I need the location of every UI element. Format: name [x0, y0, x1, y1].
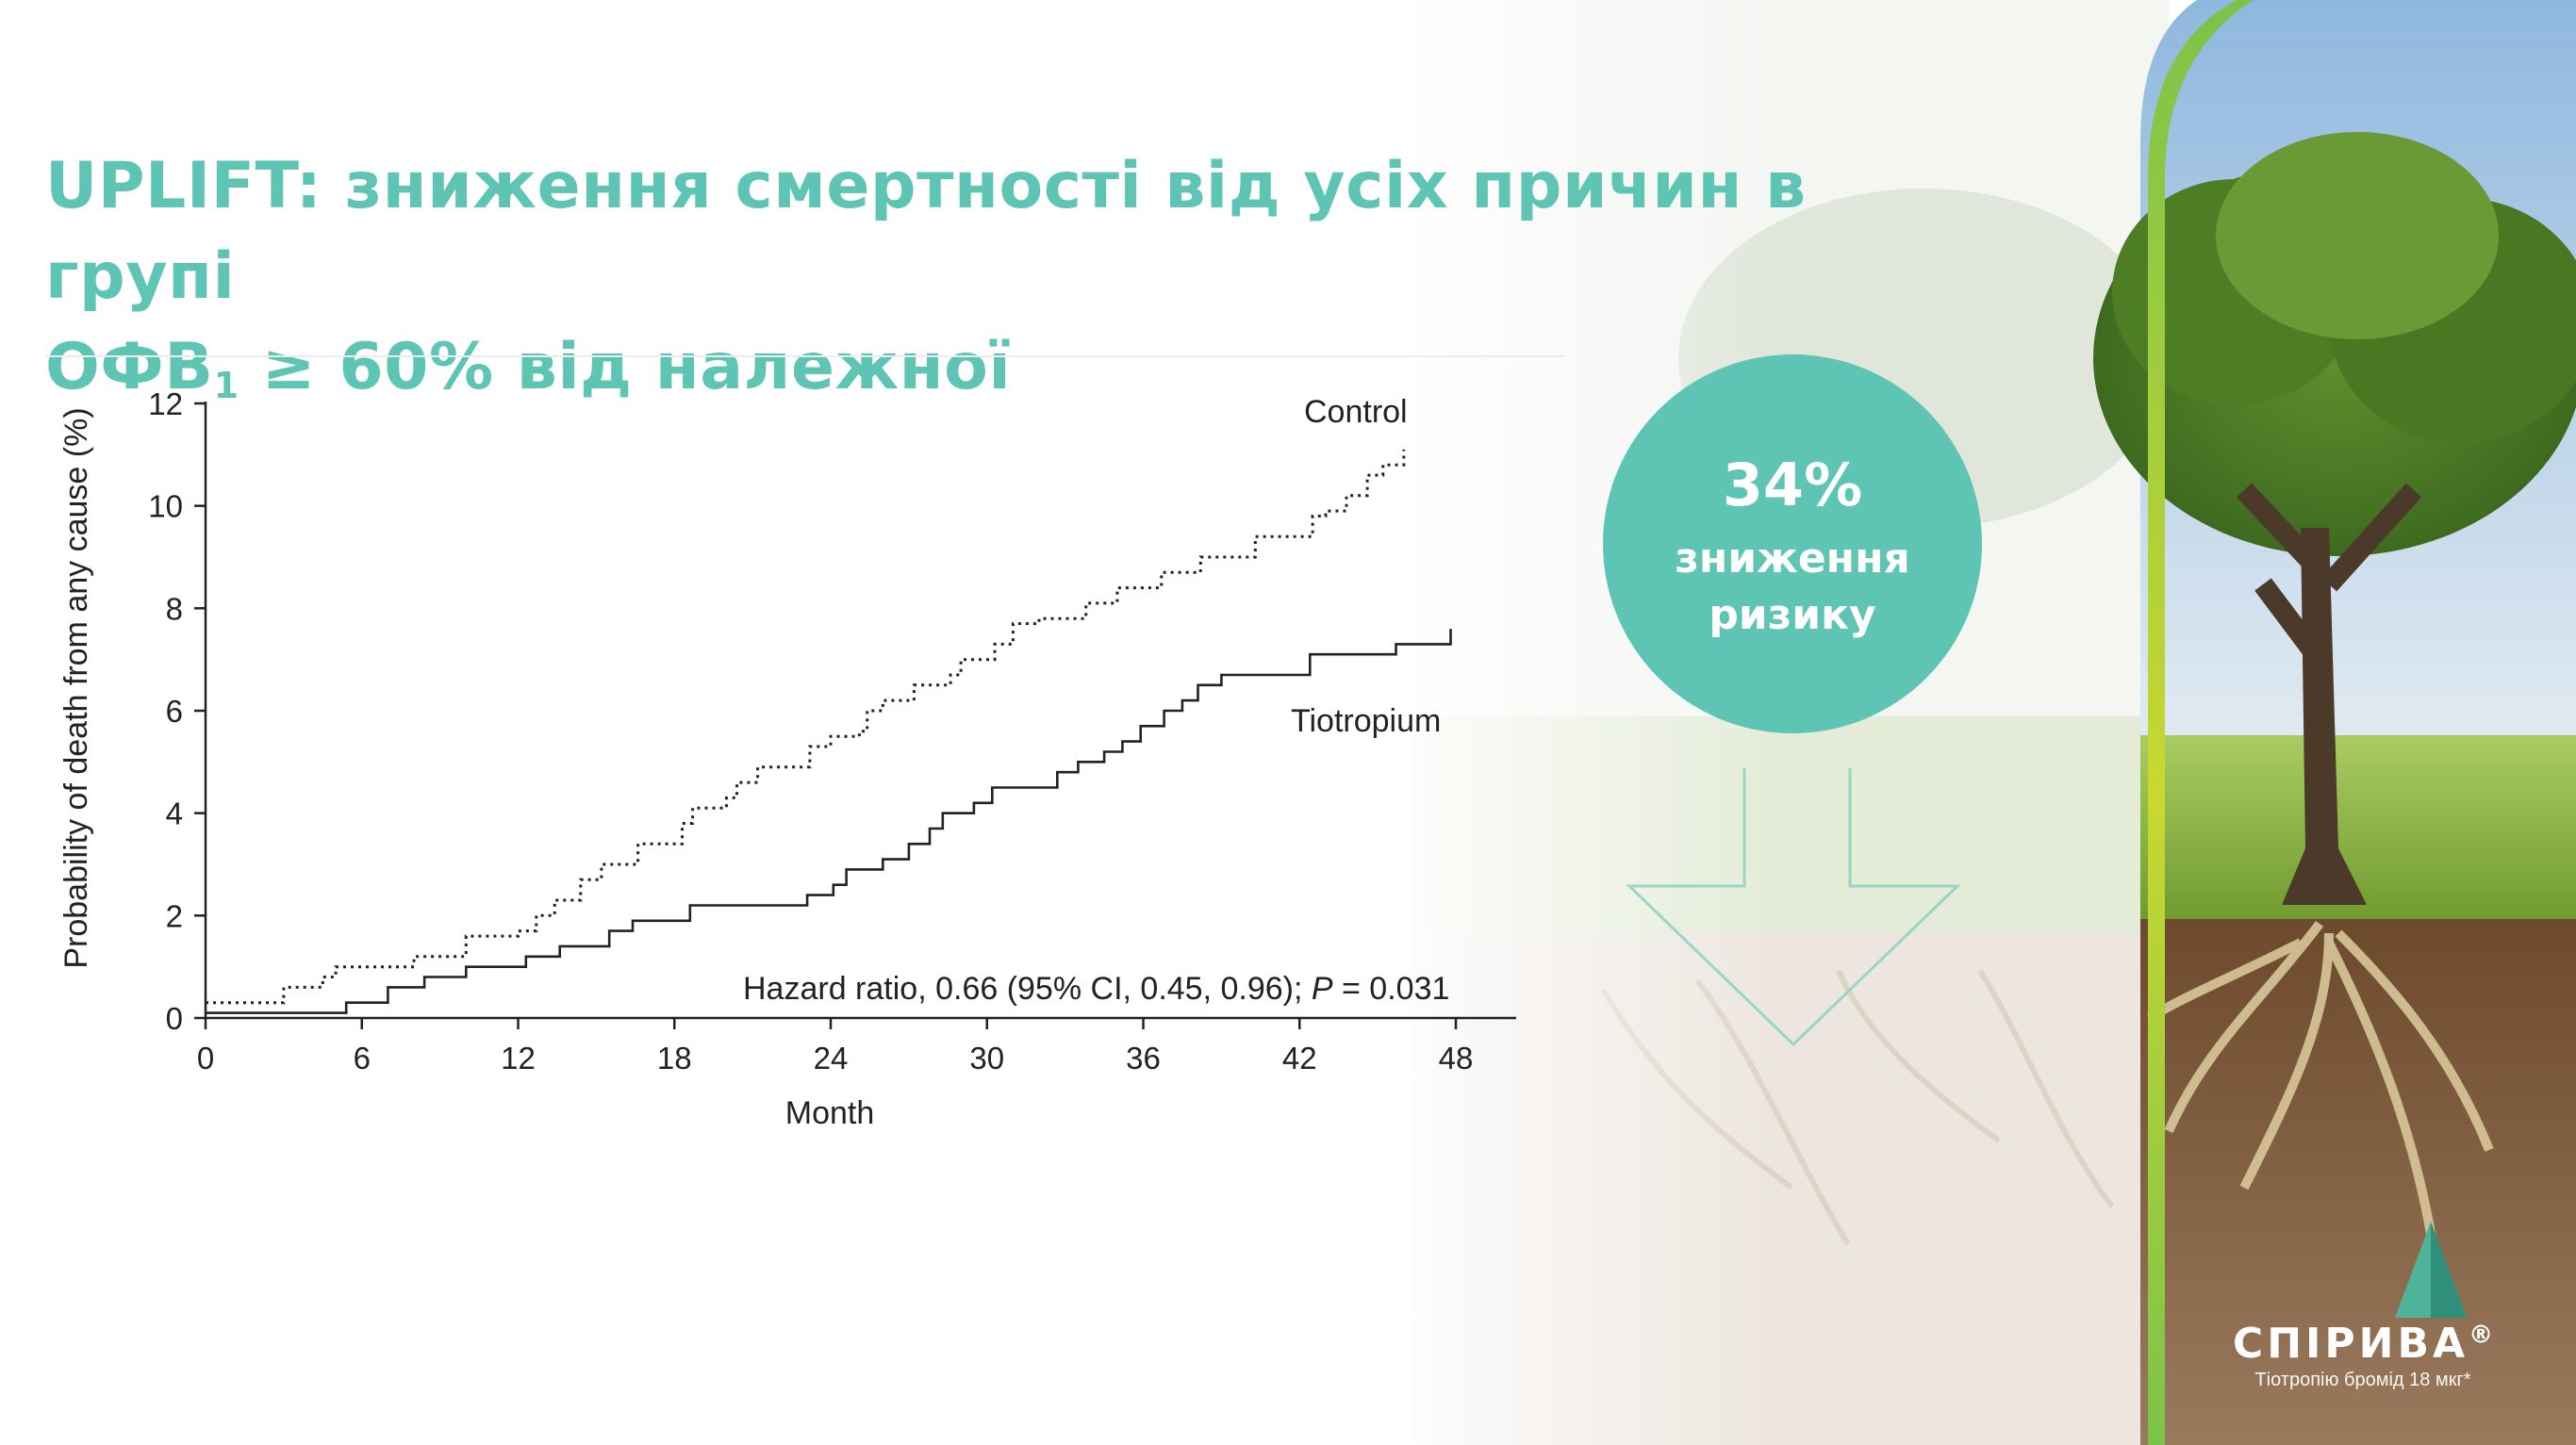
slide-title: UPLIFT: зниження смертності від усіх при…	[45, 141, 1931, 421]
risk-reduction-line-2: ризику	[1709, 591, 1876, 639]
title-fev-prefix: ОФВ	[45, 330, 214, 404]
x-tick-label: 0	[197, 1041, 214, 1076]
x-tick-label: 24	[814, 1041, 849, 1076]
x-tick-label: 42	[1282, 1041, 1317, 1076]
p-value-label: P	[1312, 971, 1333, 1007]
x-tick-label: 36	[1126, 1041, 1161, 1076]
series-line-control	[206, 449, 1406, 1005]
title-line-1: UPLIFT: зниження смертності від усіх при…	[45, 149, 1807, 314]
title-line-2-suffix: ≥ 60% від належної	[239, 330, 1012, 404]
risk-reduction-badge: 34% зниження ризику	[1603, 354, 1982, 733]
x-tick-label: 12	[501, 1041, 536, 1076]
title-divider	[45, 355, 1565, 357]
x-tick-label: 30	[969, 1041, 1004, 1076]
brand-registered-mark: ®	[2469, 1321, 2494, 1350]
hazard-ratio-text: Hazard ratio, 0.66 (95% CI, 0.45, 0.96);	[743, 971, 1312, 1007]
x-axis-label: Month	[785, 1095, 875, 1131]
brand-subtitle: Тіотропію бромід 18 мкг*	[2254, 1370, 2471, 1390]
brand-name: СПІРИВА®	[2155, 1320, 2570, 1368]
series-line-tiotropium	[206, 629, 1452, 1014]
hazard-ratio-annotation: Hazard ratio, 0.66 (95% CI, 0.45, 0.96);…	[743, 971, 1449, 1007]
y-axis-label: Probability of death from any cause (%)	[58, 407, 94, 968]
x-tick-label: 48	[1439, 1041, 1474, 1076]
brand-logo: СПІРИВА® Тіотропію бромід 18 мкг*	[2155, 1320, 2570, 1391]
y-tick-label: 0	[166, 1001, 183, 1036]
y-tick-label: 10	[148, 489, 183, 524]
brand-name-text: СПІРИВА	[2232, 1320, 2469, 1368]
series-label-control: Control	[1304, 394, 1408, 430]
y-tick-label: 2	[166, 898, 183, 933]
x-tick-label: 6	[354, 1041, 371, 1076]
y-tick-label: 8	[166, 591, 183, 626]
chart-series	[206, 449, 1452, 1014]
y-tick-label: 4	[166, 796, 183, 831]
y-tick-label: 12	[148, 386, 183, 421]
title-fev-subscript: 1	[213, 365, 239, 406]
title-line-2: ОФВ1 ≥ 60% від належної	[45, 322, 1931, 421]
series-label-tiotropium: Tiotropium	[1291, 703, 1441, 739]
risk-reduction-line-1: зниження	[1675, 534, 1910, 583]
y-tick-label: 6	[166, 694, 183, 729]
x-tick-label: 18	[657, 1041, 692, 1076]
p-value-text: = 0.031	[1333, 971, 1450, 1007]
risk-reduction-percent: 34%	[1722, 451, 1863, 519]
